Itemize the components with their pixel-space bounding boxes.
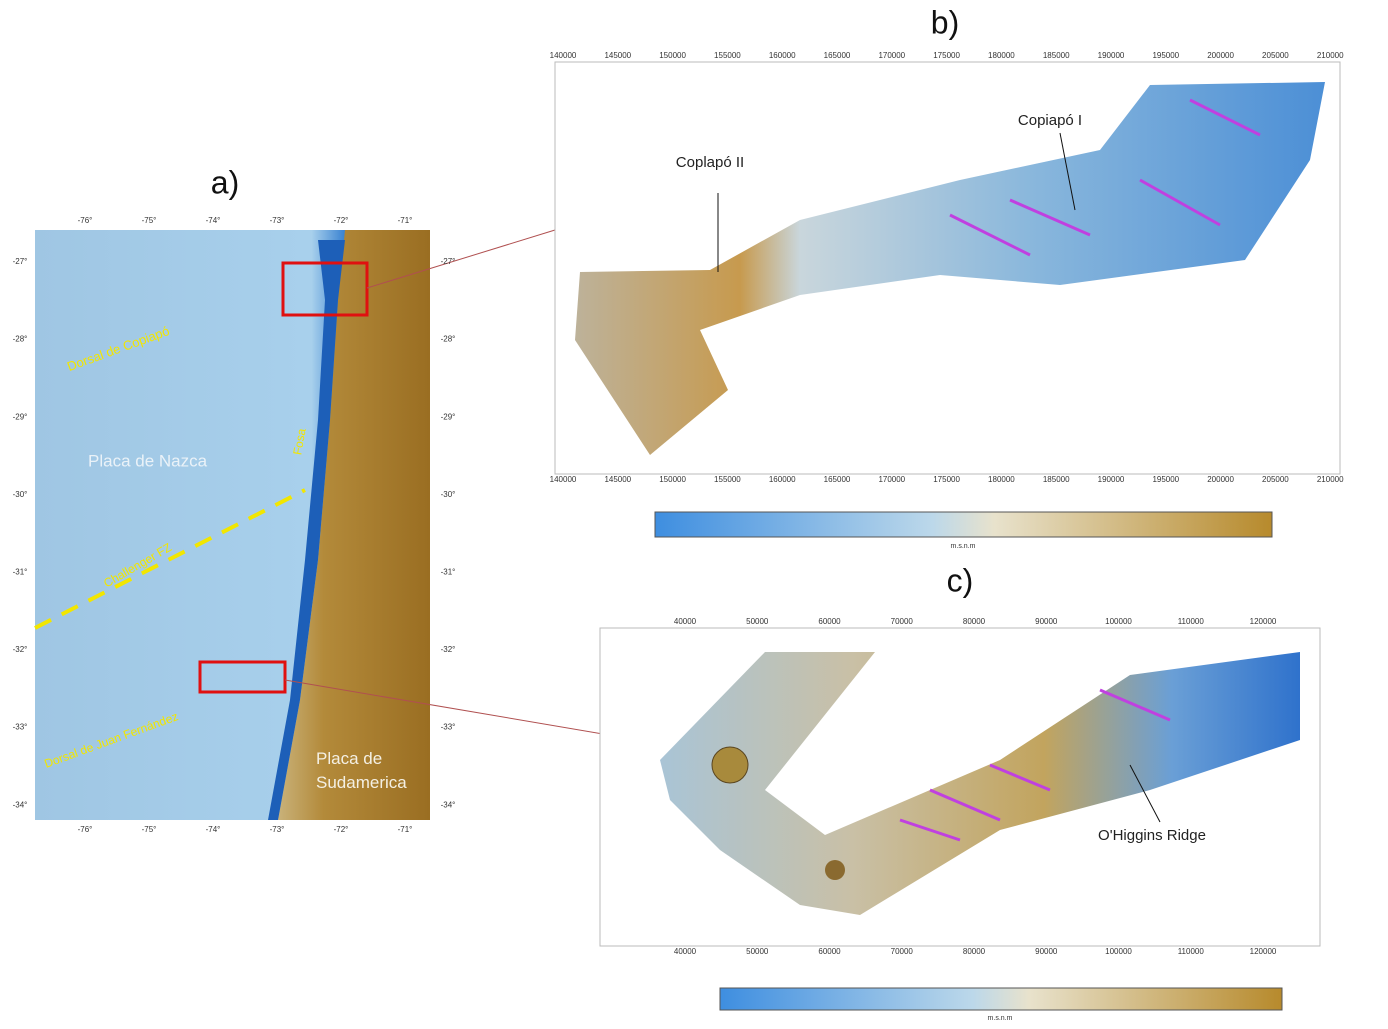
lat-tick-label: -29°	[441, 412, 456, 421]
panel-label: b)	[931, 4, 959, 40]
x-tick-label: 200000	[1207, 51, 1234, 60]
x-tick-label: 185000	[1043, 475, 1070, 484]
x-tick-label: 120000	[1250, 947, 1277, 956]
x-tick-label: 70000	[891, 947, 914, 956]
x-tick-label: 205000	[1262, 51, 1289, 60]
lon-tick-label: -74°	[206, 825, 221, 834]
x-tick-label: 40000	[674, 947, 697, 956]
lat-tick-label: -34°	[441, 800, 456, 809]
x-tick-label: 40000	[674, 617, 697, 626]
x-tick-label: 145000	[604, 475, 631, 484]
x-tick-label: 140000	[550, 475, 577, 484]
lon-tick-label: -71°	[398, 216, 413, 225]
lon-tick-label: -75°	[142, 825, 157, 834]
lat-tick-label: -32°	[13, 645, 28, 654]
lat-tick-label: -27°	[441, 257, 456, 266]
x-tick-label: 155000	[714, 475, 741, 484]
x-tick-label: 195000	[1152, 51, 1179, 60]
panel-label: c)	[947, 562, 974, 598]
lat-tick-label: -30°	[13, 490, 28, 499]
map-annotation: Placa de Nazca	[88, 451, 208, 470]
x-tick-label: 110000	[1178, 947, 1205, 956]
colorbar-unit: m.s.n.m	[951, 543, 976, 550]
x-tick-label: 170000	[878, 475, 905, 484]
x-tick-label: 60000	[818, 617, 841, 626]
lon-tick-label: -74°	[206, 216, 221, 225]
x-tick-label: 210000	[1317, 475, 1344, 484]
figure: a) b) c) -76° -76° -75° -75° -74° -74° -73° -73° -7…	[0, 0, 1388, 1024]
x-tick-label: 120000	[1250, 617, 1277, 626]
x-tick-label: 205000	[1262, 475, 1289, 484]
seamount	[712, 747, 748, 783]
x-tick-label: 165000	[824, 475, 851, 484]
lat-tick-label: -31°	[441, 568, 456, 577]
x-tick-label: 100000	[1105, 947, 1132, 956]
x-tick-label: 210000	[1317, 51, 1344, 60]
map-annotation: Copiapó I	[1018, 112, 1082, 129]
lat-tick-label: -28°	[441, 335, 456, 344]
lon-tick-label: -72°	[334, 825, 349, 834]
lat-tick-label: -29°	[13, 412, 28, 421]
x-tick-label: 150000	[659, 51, 686, 60]
x-tick-label: 170000	[878, 51, 905, 60]
colorbar	[655, 512, 1272, 537]
colorbar-unit: m.s.n.m	[988, 1015, 1013, 1022]
x-tick-label: 190000	[1098, 51, 1125, 60]
lat-tick-label: -33°	[441, 723, 456, 732]
x-tick-label: 185000	[1043, 51, 1070, 60]
lat-tick-label: -28°	[13, 335, 28, 344]
x-tick-label: 180000	[988, 51, 1015, 60]
x-tick-label: 80000	[963, 617, 986, 626]
lat-tick-label: -27°	[13, 257, 28, 266]
map-annotation: O'Higgins Ridge	[1098, 827, 1206, 844]
x-tick-label: 180000	[988, 475, 1015, 484]
x-tick-label: 60000	[818, 947, 841, 956]
x-tick-label: 175000	[933, 51, 960, 60]
lat-tick-label: -34°	[13, 800, 28, 809]
x-tick-label: 195000	[1152, 475, 1179, 484]
x-tick-label: 160000	[769, 475, 796, 484]
lon-tick-label: -71°	[398, 825, 413, 834]
x-tick-label: 200000	[1207, 475, 1234, 484]
x-tick-label: 165000	[824, 51, 851, 60]
panel-label: a)	[211, 164, 239, 200]
seamount	[825, 860, 845, 880]
lat-tick-label: -33°	[13, 723, 28, 732]
x-tick-label: 175000	[933, 475, 960, 484]
x-tick-label: 50000	[746, 617, 769, 626]
x-tick-label: 190000	[1098, 475, 1125, 484]
x-tick-label: 150000	[659, 475, 686, 484]
x-tick-label: 155000	[714, 51, 741, 60]
lon-tick-label: -73°	[270, 216, 285, 225]
x-tick-label: 145000	[604, 51, 631, 60]
lat-tick-label: -31°	[13, 568, 28, 577]
lon-tick-label: -72°	[334, 216, 349, 225]
x-tick-label: 140000	[550, 51, 577, 60]
x-tick-label: 80000	[963, 947, 986, 956]
map-annotation: Coplapó II	[676, 154, 744, 171]
map-c	[600, 628, 1320, 1010]
colorbar	[720, 988, 1282, 1010]
x-tick-label: 50000	[746, 947, 769, 956]
x-tick-label: 100000	[1105, 617, 1132, 626]
lon-tick-label: -76°	[78, 825, 93, 834]
lon-tick-label: -76°	[78, 216, 93, 225]
x-tick-label: 110000	[1178, 617, 1205, 626]
lon-tick-label: -73°	[270, 825, 285, 834]
map-b	[555, 62, 1340, 537]
x-tick-label: 160000	[769, 51, 796, 60]
x-tick-label: 90000	[1035, 947, 1058, 956]
x-tick-label: 70000	[891, 617, 914, 626]
lon-tick-label: -75°	[142, 216, 157, 225]
lat-tick-label: -32°	[441, 645, 456, 654]
x-tick-label: 90000	[1035, 617, 1058, 626]
lat-tick-label: -30°	[441, 490, 456, 499]
